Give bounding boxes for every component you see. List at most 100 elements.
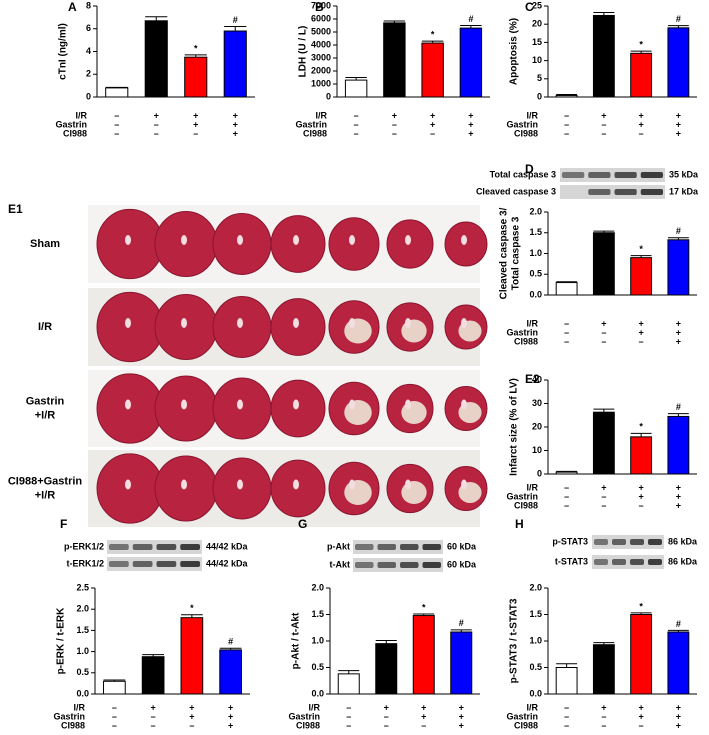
y-axis-label: cTnI (ng/ml) bbox=[58, 23, 69, 80]
y-axis-label: Total caspase 3 bbox=[511, 216, 522, 290]
panel-letter: D bbox=[525, 162, 534, 176]
y-tick-label: 0.5 bbox=[529, 662, 542, 672]
lumen bbox=[237, 235, 243, 245]
condition-name: CI988 bbox=[514, 720, 538, 730]
heart-slice bbox=[96, 453, 164, 524]
condition-sign: + bbox=[421, 702, 426, 712]
lumen bbox=[125, 479, 131, 490]
lumen bbox=[349, 318, 355, 328]
condition-sign: + bbox=[468, 128, 473, 138]
condition-name: I/R bbox=[308, 702, 320, 712]
blot-band bbox=[355, 544, 374, 550]
condition-sign: – bbox=[601, 711, 606, 721]
lumen bbox=[293, 318, 299, 328]
condition-sign: + bbox=[233, 128, 238, 138]
y-tick-label: 2 bbox=[86, 69, 91, 79]
condition-name: I/R bbox=[526, 318, 538, 328]
blot-size: 44/42 kDa bbox=[206, 541, 249, 551]
condition-sign: + bbox=[421, 711, 426, 721]
condition-name: I/R bbox=[526, 702, 538, 712]
y-tick-label: 5000 bbox=[311, 26, 331, 36]
y-tick-label: 1.5 bbox=[311, 609, 324, 619]
condition-sign: + bbox=[430, 110, 435, 120]
condition-name: CI988 bbox=[303, 128, 327, 138]
condition-sign: – bbox=[639, 500, 644, 510]
condition-name: I/R bbox=[73, 702, 85, 712]
blot-name: t-ERK1/2 bbox=[66, 558, 104, 568]
blot-name: p-ERK1/2 bbox=[64, 541, 104, 551]
condition-sign: – bbox=[112, 711, 117, 721]
significance-marker: # bbox=[233, 15, 238, 25]
blot-band bbox=[640, 172, 663, 178]
infarct-area bbox=[344, 318, 372, 344]
bar bbox=[555, 95, 578, 98]
condition-sign: + bbox=[233, 119, 238, 129]
condition-sign: – bbox=[430, 128, 435, 138]
y-axis-label: p-STAT3 / t-STAT3 bbox=[509, 598, 520, 683]
lumen bbox=[125, 399, 131, 410]
bar bbox=[592, 644, 615, 695]
condition-name: Gastrin bbox=[295, 119, 327, 129]
condition-name: I/R bbox=[75, 110, 87, 120]
bar bbox=[421, 42, 444, 98]
condition-sign: + bbox=[676, 711, 681, 721]
blot-band bbox=[594, 539, 608, 545]
y-axis-label: Cleaved caspase 3/ bbox=[499, 207, 510, 299]
condition-sign: – bbox=[421, 720, 426, 730]
condition-sign: – bbox=[601, 119, 606, 129]
condition-sign: – bbox=[564, 711, 569, 721]
condition-sign: + bbox=[233, 110, 238, 120]
y-axis-label: p-Akt / t-Akt bbox=[291, 612, 302, 669]
y-tick-label: 4 bbox=[86, 46, 91, 56]
condition-sign: – bbox=[564, 500, 569, 510]
blot-size: 44/42 kDa bbox=[206, 558, 249, 568]
bar bbox=[592, 232, 615, 296]
condition-sign: + bbox=[676, 491, 681, 501]
condition-sign: + bbox=[638, 702, 643, 712]
condition-sign: – bbox=[151, 720, 156, 730]
condition-sign: – bbox=[564, 327, 569, 337]
heart-slice bbox=[154, 210, 218, 278]
significance-marker: * bbox=[431, 29, 435, 39]
lumen bbox=[293, 399, 299, 410]
condition-sign: – bbox=[601, 336, 606, 346]
bar bbox=[592, 411, 615, 475]
y-tick-label: 30 bbox=[532, 398, 542, 408]
y-tick-label: 15 bbox=[532, 37, 542, 47]
blot-band bbox=[588, 189, 611, 195]
group-label: +I/R bbox=[35, 409, 56, 421]
blot-size: 60 kDa bbox=[447, 559, 477, 569]
lumen bbox=[461, 479, 467, 490]
condition-name: CI988 bbox=[61, 720, 85, 730]
significance-marker: # bbox=[459, 618, 464, 628]
blot-strip bbox=[107, 557, 202, 571]
heart-slice bbox=[154, 375, 218, 442]
condition-name: CI988 bbox=[514, 336, 538, 346]
blot-name: p-STAT3 bbox=[552, 536, 588, 546]
condition-sign: + bbox=[601, 110, 606, 120]
bar bbox=[344, 79, 368, 98]
lumen bbox=[181, 318, 187, 328]
y-tick-label: 2.5 bbox=[76, 582, 89, 592]
y-tick-label: 0.0 bbox=[529, 688, 542, 698]
condition-sign: + bbox=[676, 702, 681, 712]
heart-slice bbox=[96, 373, 164, 444]
condition-name: I/R bbox=[526, 482, 538, 492]
bar bbox=[667, 239, 690, 296]
condition-sign: – bbox=[346, 711, 351, 721]
condition-sign: + bbox=[459, 711, 464, 721]
condition-sign: – bbox=[564, 491, 569, 501]
y-tick-label: 2.0 bbox=[76, 604, 89, 614]
group-label: CI988+Gastrin bbox=[8, 475, 83, 487]
significance-marker: * bbox=[194, 43, 198, 53]
condition-sign: – bbox=[384, 720, 389, 730]
condition-sign: + bbox=[676, 720, 681, 730]
heart-slice bbox=[270, 379, 326, 438]
lumen bbox=[237, 318, 243, 328]
condition-sign: – bbox=[564, 318, 569, 328]
heart-slice bbox=[212, 457, 272, 520]
condition-sign: + bbox=[676, 128, 681, 138]
blot-size: 60 kDa bbox=[447, 541, 477, 551]
blot-band bbox=[109, 561, 129, 567]
panel-letter: G bbox=[298, 517, 307, 531]
